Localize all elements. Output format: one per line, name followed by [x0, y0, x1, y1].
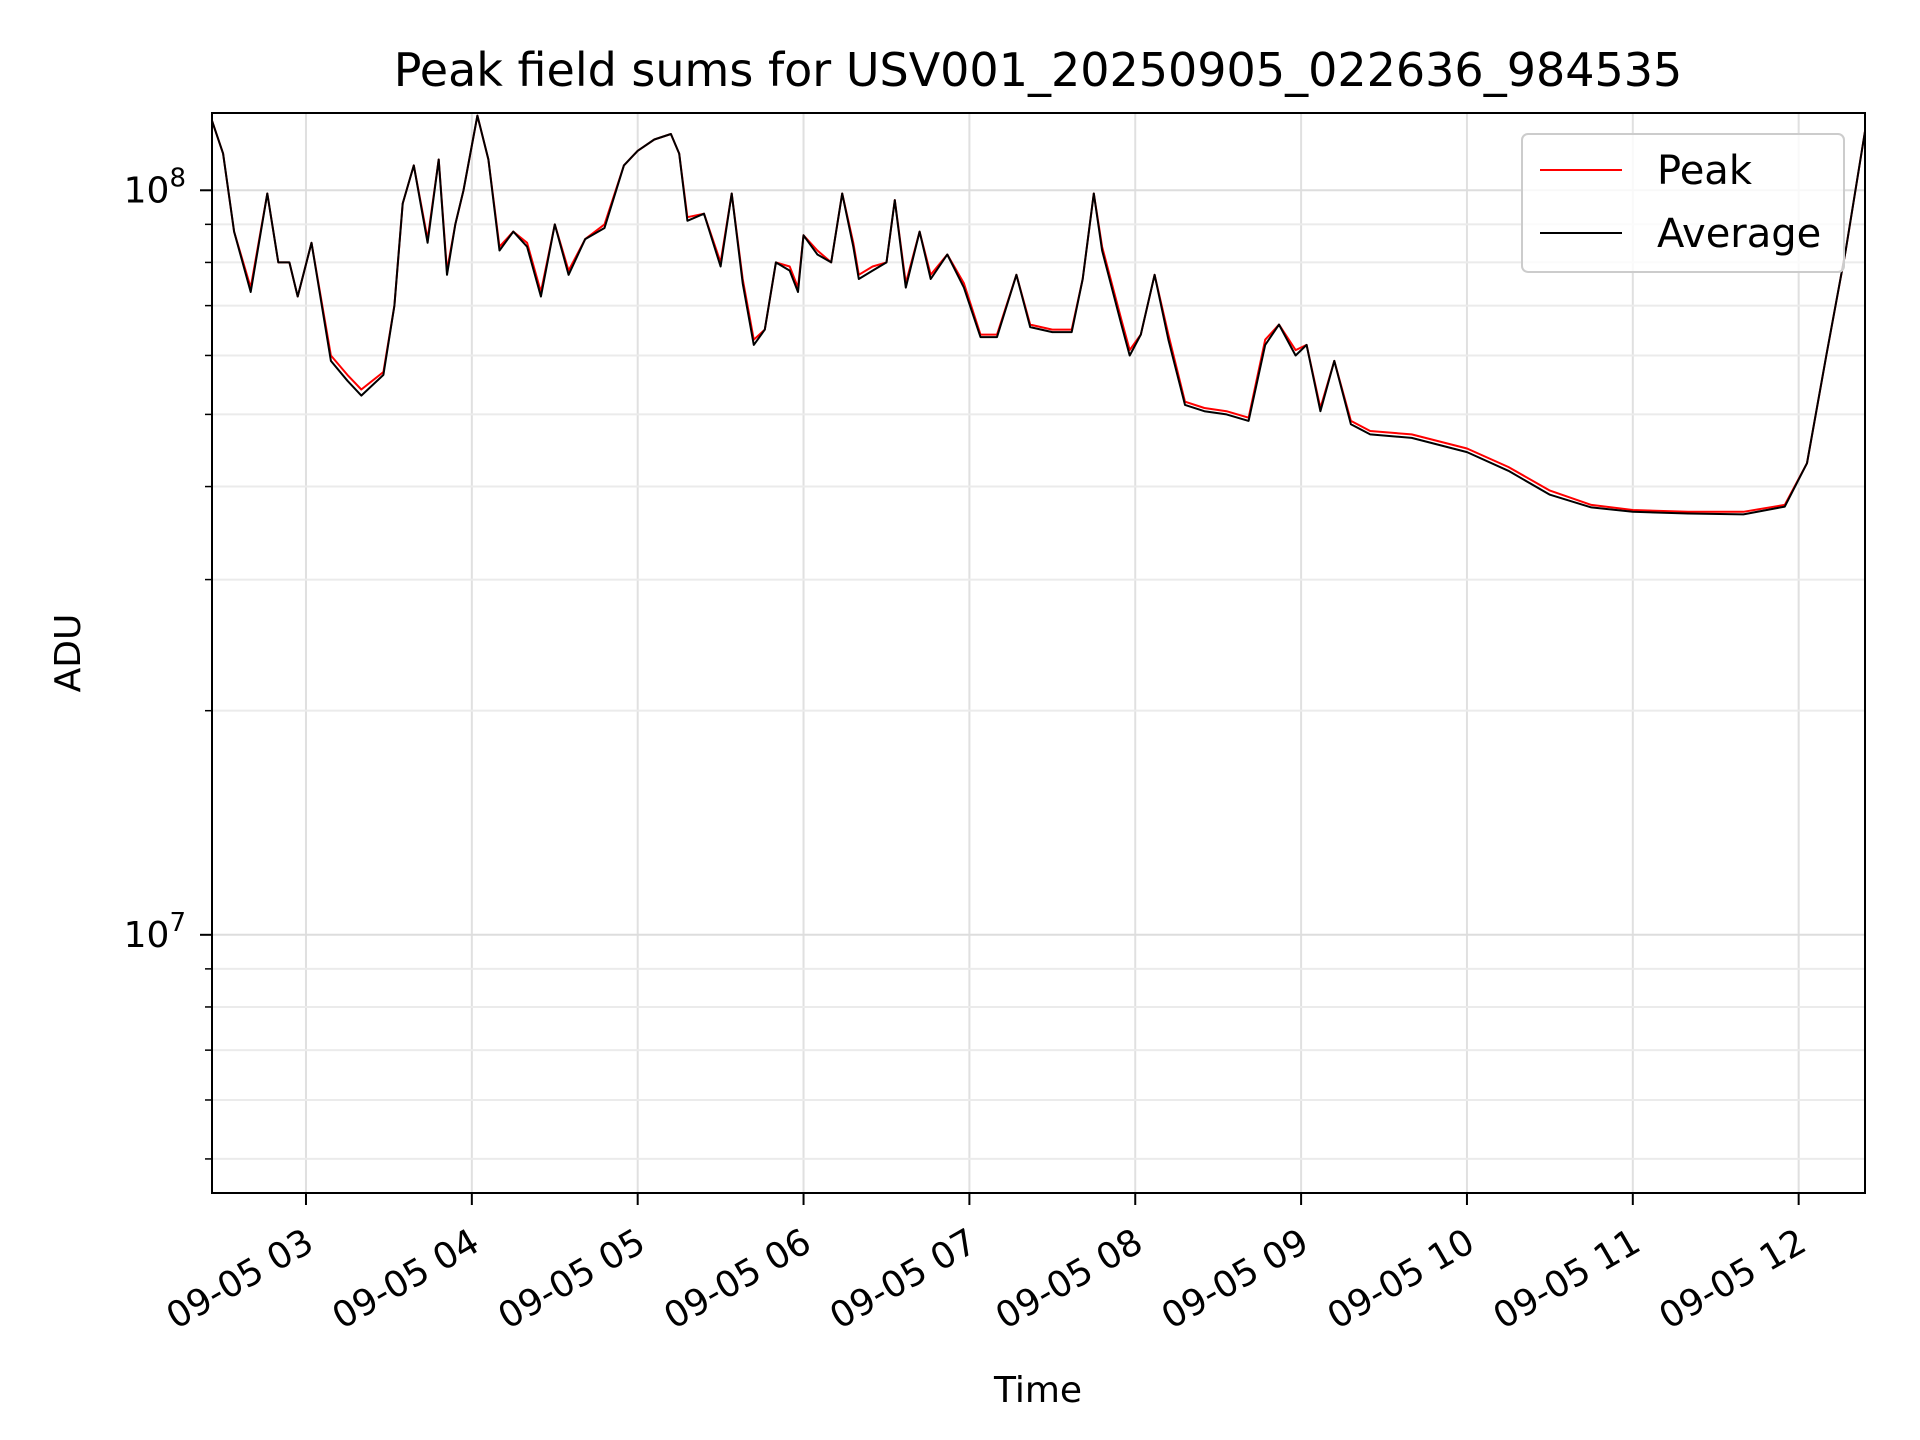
x-axis-label: Time	[993, 1370, 1082, 1411]
chart-title: Peak field sums for USV001_20250905_0226…	[394, 43, 1683, 97]
y-axis: 107 108	[124, 163, 212, 1160]
y-tick-label: 107	[124, 908, 186, 956]
series-layer	[212, 114, 1865, 516]
legend-average-label: Average	[1657, 211, 1821, 257]
legend-box	[1521, 133, 1845, 273]
grid	[212, 113, 1865, 1193]
legend-peak-label: Peak	[1657, 148, 1753, 194]
legend: Peak Average	[1521, 133, 1845, 273]
plot-frame	[211, 112, 1866, 1194]
series-line-average	[212, 114, 1865, 516]
y-axis-label: ADU	[48, 614, 89, 693]
y-tick-label: 108	[124, 163, 186, 211]
